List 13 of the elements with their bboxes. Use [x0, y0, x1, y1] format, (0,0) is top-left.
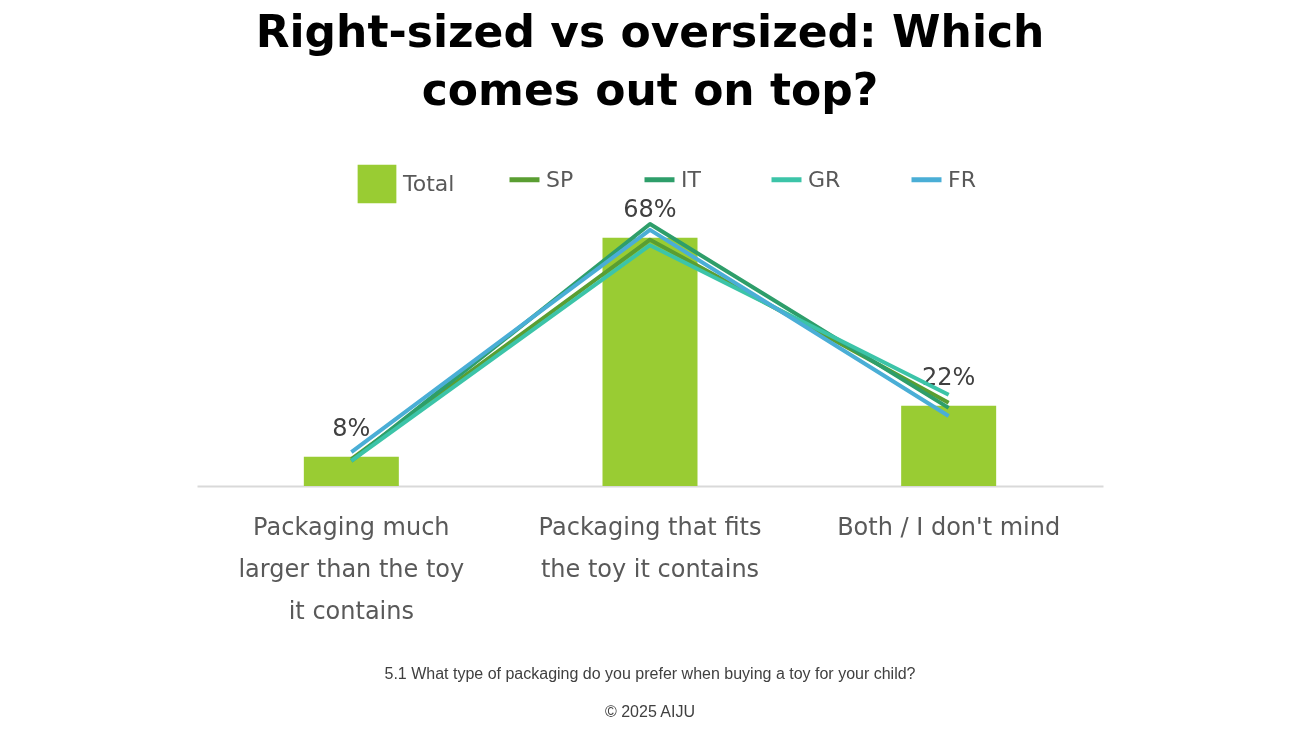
text: © 2025 AIJU [604, 703, 696, 720]
data-label: 68% [623, 194, 677, 223]
x-tick-label: Packaging that fits the toy it contains [538, 513, 762, 583]
x-tick-label: Packaging much larger than the toy it contains [238, 513, 465, 625]
legend-label: Total [402, 171, 455, 196]
legend-label: GR [808, 166, 841, 192]
x-tick-label: Both / I don't mind [837, 513, 1061, 541]
data-label: 8% [332, 413, 371, 442]
legend-label: SP [546, 166, 574, 192]
chart-title: Right-sized vs oversized: Which comes out on top? [255, 6, 1045, 115]
legend-label: IT [681, 166, 702, 192]
text: 5.1 What type of packaging do you prefer when buying a toy for your child? [384, 665, 916, 682]
legend-label: FR [948, 166, 976, 192]
